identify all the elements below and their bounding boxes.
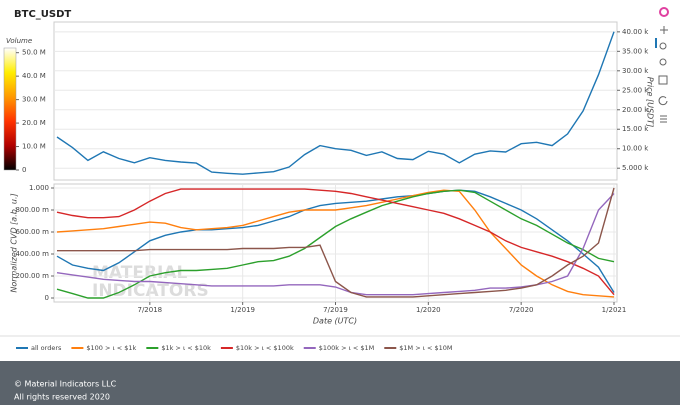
y-tick-label: 15.00 k <box>622 125 649 133</box>
wheel-zoom-tool[interactable] <box>659 58 667 66</box>
toolbar <box>655 7 669 123</box>
y-tick-label: 10.00 k <box>622 145 649 153</box>
x-tick-label: 7/2020 <box>509 306 534 314</box>
colorbar-tick-label: 50.0 M <box>22 49 46 57</box>
y-axis-label: Price [USDT] <box>646 77 655 127</box>
series-line <box>56 189 615 299</box>
save-tool[interactable] <box>658 75 668 85</box>
series-line <box>56 193 615 296</box>
x-tick-label: 7/2019 <box>323 306 348 314</box>
colorbar-tick-label: 0 <box>22 166 26 174</box>
zoom-tool[interactable] <box>659 42 667 50</box>
colorbar-label: Volume <box>6 37 32 45</box>
hover-tool[interactable] <box>660 115 667 123</box>
footer-text: © Material Indicators LLC <box>14 380 117 389</box>
colorbar-tick-label: 40.0 M <box>22 72 46 80</box>
y-tick-label: 35.00 k <box>622 47 649 55</box>
pan-tool[interactable] <box>660 26 668 34</box>
series-line <box>57 187 615 298</box>
footer-text: All rights reserved 2020 <box>14 393 110 402</box>
y-tick-label: 40.00 k <box>622 28 649 36</box>
legend-label: $1k > ι < $10k <box>161 344 211 352</box>
logo <box>659 7 669 17</box>
colorbar-tick-label: 20.0 M <box>22 119 46 127</box>
y-tick-label: 5.000 k <box>622 164 649 172</box>
series-line <box>56 188 615 296</box>
series-line <box>56 31 615 175</box>
x-tick-label: 7/2018 <box>138 306 163 314</box>
y-tick-label: 0 <box>45 294 49 302</box>
reset-tool[interactable] <box>658 96 668 106</box>
y-tick-label: 30.00 k <box>622 67 649 75</box>
y-tick-label: 800.00 m <box>15 206 49 214</box>
y-tick-label: 200.00 m <box>15 272 49 280</box>
colorbar-tick-label: 30.0 M <box>22 96 46 104</box>
legend-label: $10k > ι < $100k <box>236 344 294 352</box>
chart-title: BTC_USDT <box>14 9 71 20</box>
x-axis-label: Date (UTC) <box>313 317 357 326</box>
legend-label: $100 > ι < $1k <box>86 344 136 352</box>
legend-label: $100k > ι < $1M <box>319 344 375 352</box>
watermark: MATERIAL <box>92 263 188 283</box>
y-tick-label: 600.00 m <box>15 228 49 236</box>
x-tick-label: 1/2021 <box>602 306 627 314</box>
colorbar <box>3 47 17 171</box>
footer <box>0 361 680 405</box>
x-tick-label: 1/2019 <box>230 306 255 314</box>
y-tick-label: 1.000 <box>29 184 49 192</box>
y-axis-label: Normalized CVD [a.b. u.] <box>10 193 19 292</box>
y-tick-label: 400.00 m <box>15 250 49 258</box>
series-line <box>56 189 615 298</box>
colorbar-tick-label: 10.0 M <box>22 143 46 151</box>
legend-label: all orders <box>31 344 62 352</box>
plot-frame <box>53 21 618 181</box>
legend-label: $1M > ι < $10M <box>399 344 452 352</box>
series-line <box>56 189 615 293</box>
y-tick-label: 20.00 k <box>622 106 649 114</box>
watermark: INDICATORS <box>92 281 209 301</box>
y-tick-label: 25.00 k <box>622 86 649 94</box>
x-tick-label: 1/2020 <box>416 306 441 314</box>
